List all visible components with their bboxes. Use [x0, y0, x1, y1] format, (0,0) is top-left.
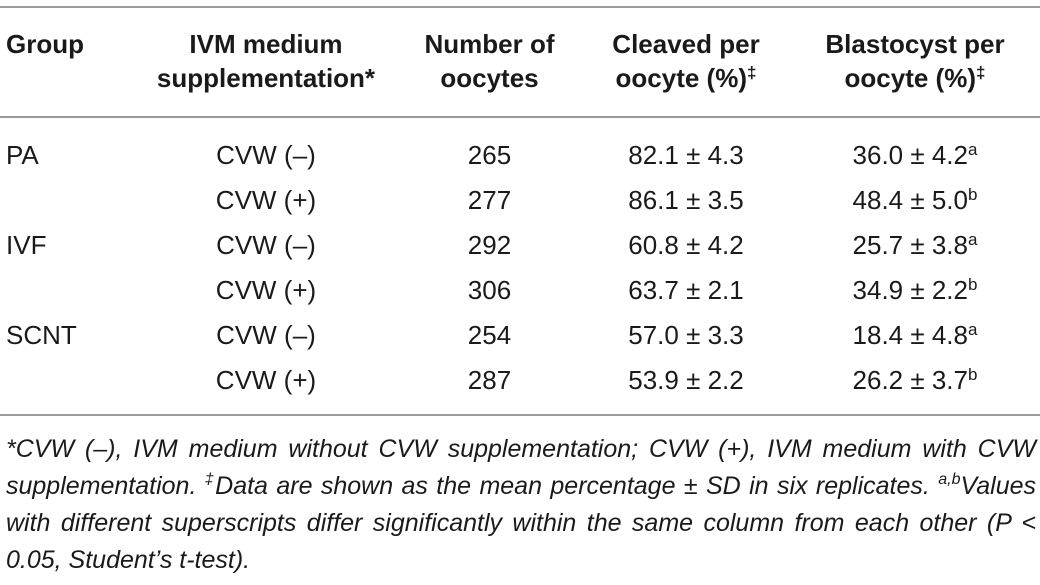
header-blastocyst-sup: ‡ [976, 63, 986, 82]
cell-cleaved: 86.1 ± 3.5 [628, 184, 744, 215]
cell-supplementation: CVW (+) [215, 184, 317, 215]
table-row: CVW (+) 306 63.7 ± 2.1 34.9 ± 2.2b [0, 267, 1040, 312]
cell-blastocyst: 48.4 ± 5.0b [852, 184, 978, 215]
blastocyst-sup: b [968, 184, 978, 204]
blastocyst-sup: b [968, 274, 978, 294]
table-row: CVW (+) 277 86.1 ± 3.5 48.4 ± 5.0b [0, 177, 1040, 222]
results-table: Group IVM medium supplementation* Number… [0, 6, 1040, 416]
header-row: Group IVM medium supplementation* Number… [0, 7, 1040, 117]
header-group: Group [6, 29, 84, 59]
cell-group [0, 177, 135, 222]
blastocyst-sup: a [968, 139, 978, 159]
footnote-part-3: Values with different superscripts diffe… [6, 472, 1036, 574]
header-number-of-oocytes: Number of oocytes [424, 29, 555, 93]
table-row: CVW (+) 287 53.9 ± 2.2 26.2 ± 3.7b [0, 357, 1040, 415]
cell-blastocyst: 26.2 ± 3.7b [852, 364, 978, 395]
cell-cleaved: 82.1 ± 4.3 [628, 139, 744, 170]
header-cleaved: Cleaved per oocyte (%)‡ [612, 29, 760, 93]
cell-supplementation: CVW (+) [215, 364, 317, 395]
cell-supplementation: CVW (–) [216, 319, 316, 350]
header-cleaved-sup: ‡ [747, 63, 757, 82]
cell-supplementation: CVW (–) [216, 139, 316, 170]
cell-number: 287 [467, 364, 512, 395]
cell-supplementation: CVW (+) [215, 274, 317, 305]
cell-group: SCNT [6, 319, 77, 350]
cell-blastocyst: 25.7 ± 3.8a [852, 229, 978, 260]
table-row: SCNT CVW (–) 254 57.0 ± 3.3 18.4 ± 4.8a [0, 312, 1040, 357]
cell-cleaved: 57.0 ± 3.3 [628, 319, 744, 350]
blastocyst-sup: a [968, 229, 978, 249]
cell-number: 254 [467, 319, 512, 350]
blastocyst-sup: b [968, 364, 978, 384]
footnote-sup-2: a,b [938, 471, 961, 488]
cell-number: 306 [467, 274, 512, 305]
cell-group: PA [6, 139, 39, 170]
cell-number: 265 [467, 139, 512, 170]
cell-group: IVF [6, 229, 47, 260]
blastocyst-sup: a [968, 319, 978, 339]
cell-blastocyst: 34.9 ± 2.2b [852, 274, 978, 305]
footnote-part-1: *CVW (–), IVM medium without CVW supplem… [6, 435, 1036, 500]
table-footnote: *CVW (–), IVM medium without CVW supplem… [6, 431, 1036, 579]
table-row: IVF CVW (–) 292 60.8 ± 4.2 25.7 ± 3.8a [0, 222, 1040, 267]
cell-number: 292 [467, 229, 512, 260]
cell-blastocyst: 18.4 ± 4.8a [852, 319, 978, 350]
cell-supplementation: CVW (–) [216, 229, 316, 260]
footnote-sup-1: ‡ [204, 471, 216, 488]
cell-cleaved: 63.7 ± 2.1 [628, 274, 744, 305]
footnote-part-2: Data are shown as the mean percentage ± … [215, 472, 939, 500]
cell-cleaved: 53.9 ± 2.2 [628, 364, 744, 395]
cell-blastocyst: 36.0 ± 4.2a [852, 139, 978, 170]
header-blastocyst: Blastocyst per oocyte (%)‡ [825, 29, 1005, 93]
cell-group [0, 267, 135, 312]
cell-group [0, 357, 135, 415]
cell-number: 277 [467, 184, 512, 215]
table-row: PA CVW (–) 265 82.1 ± 4.3 36.0 ± 4.2a [0, 117, 1040, 177]
cell-cleaved: 60.8 ± 4.2 [628, 229, 744, 260]
header-ivm-supplementation: IVM medium supplementation* [156, 29, 376, 93]
